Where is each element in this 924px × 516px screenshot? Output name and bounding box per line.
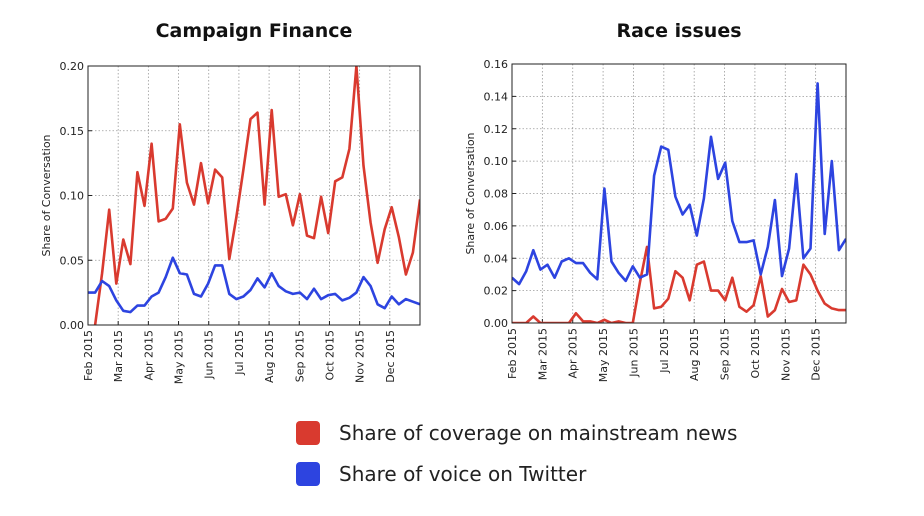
legend-swatch-news [296,421,320,445]
campaign-finance-x-tick-label: Dec 2015 [384,330,397,383]
race-issues-x-tick-label: Sep 2015 [719,328,732,380]
legend-item-twitter: Share of voice on Twitter [296,461,737,487]
campaign-finance-series-news-line [93,66,420,325]
campaign-finance-y-tick-label: 0.00 [60,319,85,332]
campaign-finance-x-tick-label: Aug 2015 [263,330,276,383]
campaign-finance-y-tick-label: 0.10 [60,190,85,203]
race-issues-y-tick-label: 0.02 [484,285,509,298]
race-issues-x-tick-label: Aug 2015 [688,328,701,381]
race-issues-plot-area [512,64,846,323]
legend-item-news: Share of coverage on mainstream news [296,420,737,446]
race-issues-x-tick-label: Apr 2015 [567,328,580,379]
campaign-finance-y-tick-label: 0.05 [60,254,85,267]
campaign-finance-x-tick-label: Oct 2015 [323,330,336,381]
race-issues-series-twitter-line [512,82,846,286]
race-issues-y-tick-label: 0.00 [484,317,509,330]
campaign-finance-x-tick-label: Jun 2015 [203,330,216,380]
chart-title-campaign-finance: Campaign Finance [155,20,353,42]
campaign-finance-y-tick-label: 0.15 [60,125,85,138]
campaign-finance-y-axis-label: Share of Conversation [40,134,53,256]
campaign-finance-x-tick-label: Apr 2015 [142,330,155,381]
campaign-finance-x-tick-label: Mar 2015 [112,330,125,382]
race-issues-x-tick-label: Jun 2015 [627,328,640,378]
race-issues-x-tick-label: Oct 2015 [749,328,762,379]
race-issues-x-tick-label: Jul 2015 [658,328,671,374]
race-issues-y-tick-label: 0.14 [484,90,509,103]
campaign-finance-y-tick-label: 0.20 [60,60,85,73]
legend: Share of coverage on mainstream news Sha… [296,420,737,502]
race-issues-series-news-line [512,245,846,323]
race-issues-y-tick-label: 0.08 [484,188,509,201]
chart-title-race-issues: Race issues [616,20,742,42]
campaign-finance-axes-frame [87,65,421,326]
race-issues-x-tick-label: Mar 2015 [536,328,549,380]
campaign-finance-x-tick-label: Jul 2015 [233,330,246,376]
legend-swatch-twitter [296,462,320,486]
race-issues-y-tick-label: 0.12 [484,123,509,136]
campaign-finance-x-tick-label: Feb 2015 [82,330,95,381]
race-issues-y-tick-label: 0.10 [484,155,509,168]
race-issues-x-tick-label: Feb 2015 [506,328,519,379]
race-issues-x-tick-label: Nov 2015 [779,328,792,381]
race-issues-y-axis-label: Share of Conversation [464,132,477,254]
legend-label-news: Share of coverage on mainstream news [339,421,738,445]
campaign-finance-x-tick-label: May 2015 [173,330,186,384]
race-issues-x-tick-label: May 2015 [597,328,610,382]
legend-label-twitter: Share of voice on Twitter [339,462,587,486]
race-issues-y-tick-label: 0.04 [484,252,509,265]
campaign-finance-x-tick-label: Nov 2015 [354,330,367,383]
race-issues-y-tick-label: 0.06 [484,220,509,233]
campaign-finance-series-twitter-line [88,256,420,314]
campaign-finance-x-tick-label: Sep 2015 [293,330,306,382]
race-issues-axes-frame [511,63,847,324]
race-issues-x-tick-label: Dec 2015 [810,328,823,381]
race-issues-y-tick-label: 0.16 [484,58,509,71]
